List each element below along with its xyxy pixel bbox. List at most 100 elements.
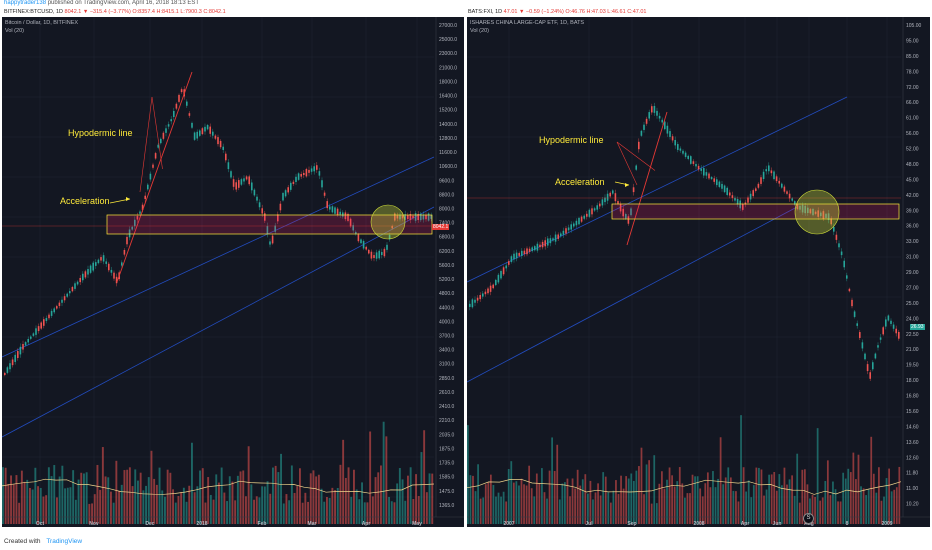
volume-bar <box>467 425 469 524</box>
volume-bar <box>518 485 520 524</box>
volume-bar <box>630 473 633 524</box>
left-chart-panel[interactable]: 27000.0 25000.0 23000.0 21000.0 18000.0 16400… <box>2 17 464 527</box>
volume-bar <box>172 489 174 524</box>
volume-bar <box>288 500 291 524</box>
volume-bar <box>312 470 315 524</box>
author-link[interactable]: happytrader138 <box>4 0 47 6</box>
volume-bar <box>415 474 417 524</box>
candle <box>144 195 146 200</box>
candle <box>601 199 604 206</box>
volume-bar <box>589 480 592 524</box>
candle <box>45 318 48 321</box>
candle <box>284 190 287 197</box>
volume-bar <box>574 488 576 524</box>
y-axis-tick-label: 18000.0 <box>439 79 457 85</box>
right-chart-canvas[interactable]: 105.00 95.00 85.00 78.00 72.00 66.00 61.00 56.0… <box>467 17 930 527</box>
volume-bar <box>371 496 374 524</box>
volume-bar <box>137 480 139 524</box>
candle <box>760 177 762 184</box>
candle <box>253 189 256 196</box>
volume-bar <box>832 481 834 524</box>
candle <box>126 236 128 245</box>
y-axis-tick-label: 2210.0 <box>439 418 455 424</box>
volume-bar <box>515 481 518 524</box>
candle <box>814 211 817 214</box>
volume-bar <box>727 467 730 524</box>
y-axis-tick-label: 12800.0 <box>439 136 457 142</box>
right-chart-panel[interactable]: 105.00 95.00 85.00 78.00 72.00 66.00 61.00 56.0… <box>467 17 930 527</box>
candle <box>736 198 739 205</box>
volume-bar <box>26 479 29 524</box>
candle <box>773 171 775 180</box>
volume-bar <box>428 473 431 524</box>
y-axis-tick-label: 6800.0 <box>439 235 455 241</box>
candle <box>388 234 391 240</box>
candle <box>136 216 139 220</box>
left-ohlc: BITFINEX:BTCUSD, 1D 8042.1 ▼ −315.4 (−3.… <box>4 9 226 15</box>
candle <box>554 234 557 242</box>
volume-bar <box>742 467 745 524</box>
candle <box>669 131 671 137</box>
candle <box>635 165 637 170</box>
y-axis-tick-label: 18.00 <box>906 378 919 384</box>
hypodermic-pointer-line <box>139 96 153 193</box>
volume-bar <box>204 502 207 524</box>
candle <box>531 247 533 252</box>
candle <box>549 238 552 244</box>
volume-bar <box>53 465 56 524</box>
volume-bar <box>34 467 37 524</box>
candle <box>76 281 79 285</box>
hypodermic-pointer-line <box>616 141 638 186</box>
split-badge-icon[interactable]: S <box>803 513 814 524</box>
candle <box>110 269 113 273</box>
candle <box>723 185 726 193</box>
volume-bar <box>96 464 99 524</box>
volume-bar <box>344 477 347 524</box>
volume-bar <box>88 503 91 524</box>
candle <box>630 208 632 216</box>
volume-bar <box>617 493 620 524</box>
candle <box>661 119 663 123</box>
volume-bar <box>862 488 865 524</box>
volume-bar <box>315 476 318 524</box>
volume-bar <box>492 484 495 524</box>
y-axis-tick-label: 33.00 <box>906 239 919 245</box>
x-axis-tick-label: Apr <box>741 521 750 527</box>
volume-bar <box>401 479 404 524</box>
support-zone-box <box>611 203 900 220</box>
volume-bar <box>875 492 878 524</box>
volume-bar <box>353 469 355 524</box>
candle <box>679 148 682 151</box>
right-ohlc: BATS:FXI, 1D 47.01 ▼ −0.59 (−1.24%) O:46… <box>468 9 646 15</box>
volume-bar <box>597 483 599 524</box>
y-axis-tick-label: 1365.0 <box>439 503 455 509</box>
left-chart-canvas[interactable]: 27000.0 25000.0 23000.0 21000.0 18000.0 16400… <box>2 17 464 527</box>
candle <box>648 112 650 119</box>
candle <box>167 124 170 127</box>
volume-bar <box>85 472 88 524</box>
y-axis-tick-label: 85.00 <box>906 54 919 60</box>
candle <box>391 225 393 229</box>
candle <box>417 213 419 221</box>
highlight-circle <box>794 189 840 235</box>
candle <box>895 328 897 334</box>
candle <box>14 354 16 362</box>
volume-bar <box>423 430 426 524</box>
volume-bar <box>497 492 500 524</box>
candle <box>827 213 830 220</box>
volume-bar <box>510 461 513 524</box>
tradingview-brand-link[interactable]: TradingView <box>46 538 83 545</box>
candle <box>9 363 11 370</box>
candle <box>300 173 302 177</box>
volume-bar <box>58 476 61 524</box>
candle <box>534 246 536 251</box>
x-axis-tick-label: Nov <box>89 521 99 527</box>
candle <box>846 275 848 279</box>
x-axis-tick-label: Dec <box>145 521 154 527</box>
candle <box>69 291 71 294</box>
volume-bar <box>650 503 653 524</box>
volume-bar <box>867 489 870 524</box>
volume-bar <box>890 491 893 524</box>
candle <box>427 213 430 221</box>
volume-bar <box>280 453 282 524</box>
